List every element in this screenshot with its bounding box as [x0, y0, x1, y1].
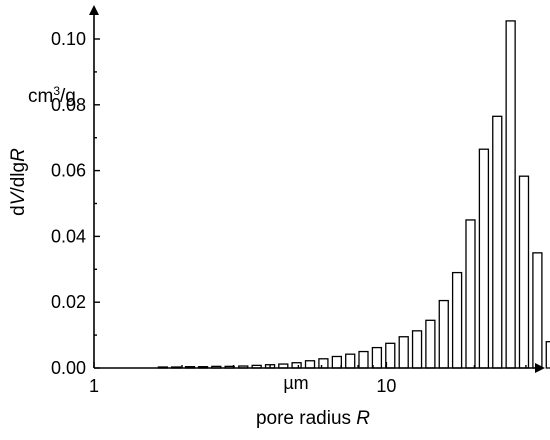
y-tick-label: 0.02	[51, 292, 86, 312]
y-tick-label: 0.10	[51, 29, 86, 49]
bar	[318, 358, 329, 369]
bar	[505, 20, 516, 369]
bar	[331, 355, 343, 369]
y-ticks: 0.00 0.02 0.04 0.06 0.08 0.10	[51, 29, 100, 378]
x-ticks: 1 10	[89, 362, 527, 396]
bar	[358, 350, 369, 369]
y-tick-label: 0.04	[51, 226, 86, 246]
bar	[425, 319, 436, 369]
bars	[157, 20, 550, 369]
x-tick-label: 1	[89, 376, 99, 396]
bar	[345, 353, 356, 369]
bar	[438, 299, 449, 369]
bar	[371, 346, 383, 369]
y-tick-label: 0.08	[51, 95, 86, 115]
y-tick-label: 0.06	[51, 161, 86, 181]
bar	[451, 271, 463, 369]
y-axis-unit: cm3/g	[28, 84, 76, 107]
x-unit-label: µm	[283, 373, 308, 393]
bar	[545, 341, 550, 369]
x-tick-label: 10	[376, 376, 396, 396]
bar	[492, 115, 503, 369]
y-axis-title: dV/dlgR	[8, 148, 29, 216]
x-axis-title: pore radius R	[256, 408, 370, 429]
bar	[304, 360, 316, 369]
bar	[398, 336, 409, 369]
bar	[478, 148, 490, 369]
bar	[385, 342, 396, 369]
y-tick-label: 0.00	[51, 358, 86, 378]
bar	[532, 252, 543, 369]
bar	[465, 219, 476, 369]
bar	[411, 330, 423, 369]
bar	[518, 175, 530, 369]
